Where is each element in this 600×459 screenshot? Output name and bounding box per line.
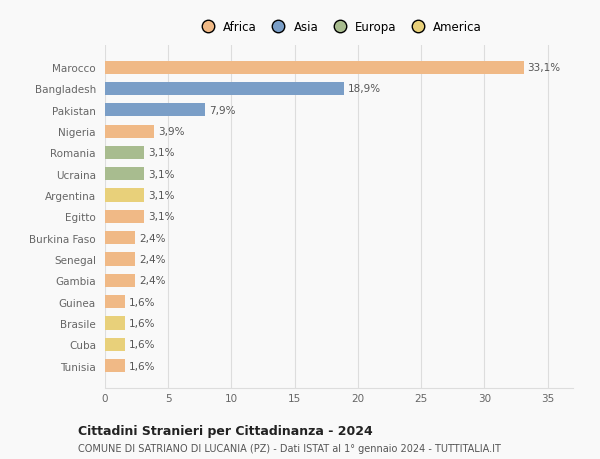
Text: 3,9%: 3,9% (158, 127, 185, 137)
Text: 1,6%: 1,6% (129, 361, 155, 371)
Bar (105, 295, 125, 308)
Bar (105, 146, 144, 160)
Text: COMUNE DI SATRIANO DI LUCANIA (PZ) - Dati ISTAT al 1° gennaio 2024 - TUTTITALIA.: COMUNE DI SATRIANO DI LUCANIA (PZ) - Dat… (78, 443, 501, 453)
Bar (105, 274, 136, 287)
Bar (105, 317, 125, 330)
Text: 3,1%: 3,1% (148, 190, 175, 201)
Text: 1,6%: 1,6% (129, 297, 155, 307)
Text: 1,6%: 1,6% (129, 340, 155, 349)
Bar (105, 83, 344, 96)
Text: 7,9%: 7,9% (209, 106, 235, 116)
Bar (105, 189, 144, 202)
Text: 3,1%: 3,1% (148, 169, 175, 179)
Text: 3,1%: 3,1% (148, 148, 175, 158)
Bar (105, 62, 524, 75)
Bar (105, 359, 125, 372)
Bar (105, 253, 136, 266)
Text: 2,4%: 2,4% (139, 276, 166, 285)
Bar (105, 210, 144, 224)
Bar (105, 338, 125, 351)
Text: 33,1%: 33,1% (527, 63, 560, 73)
Bar (105, 168, 144, 181)
Text: 1,6%: 1,6% (129, 318, 155, 328)
Legend: Africa, Asia, Europa, America: Africa, Asia, Europa, America (193, 17, 485, 38)
Bar (105, 231, 136, 245)
Bar (105, 104, 205, 117)
Text: 3,1%: 3,1% (148, 212, 175, 222)
Text: 18,9%: 18,9% (348, 84, 381, 94)
Bar (105, 125, 154, 139)
Text: 2,4%: 2,4% (139, 254, 166, 264)
Text: Cittadini Stranieri per Cittadinanza - 2024: Cittadini Stranieri per Cittadinanza - 2… (78, 424, 373, 437)
Text: 2,4%: 2,4% (139, 233, 166, 243)
